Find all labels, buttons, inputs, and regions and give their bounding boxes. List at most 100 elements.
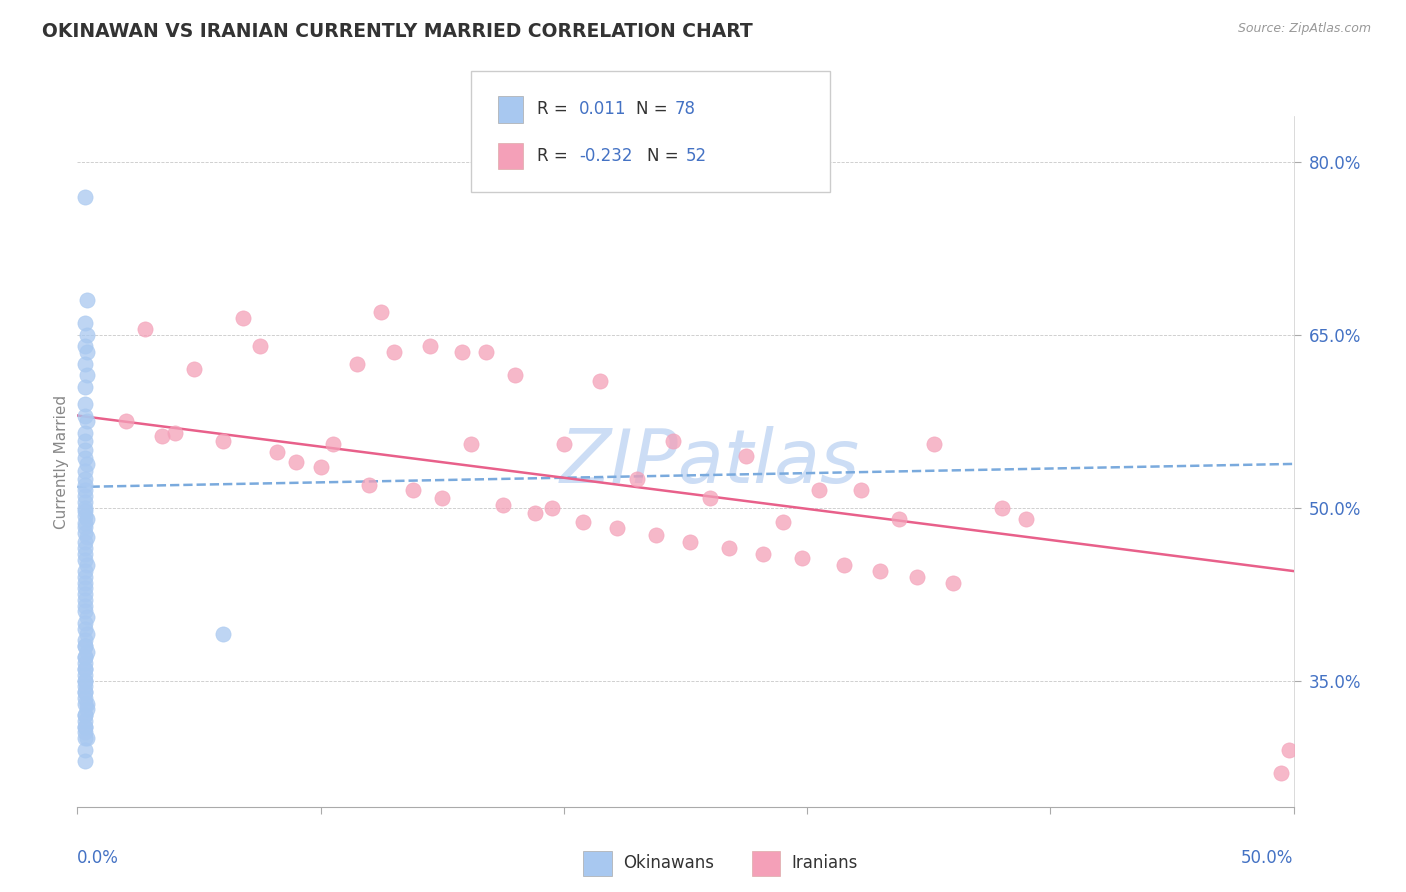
Text: 0.011: 0.011 (579, 100, 627, 119)
Point (73, 639, 96, 653)
Text: N =: N = (636, 100, 672, 119)
Point (163, 425, 186, 440)
Point (73, 504, 96, 518)
Point (76, 529, 98, 543)
Point (285, 454, 308, 468)
Point (503, 368, 526, 383)
Point (1270, 765, 1292, 780)
Point (1278, 742, 1301, 756)
Point (589, 374, 612, 388)
Point (73, 685, 96, 699)
Text: 0.0%: 0.0% (77, 849, 120, 867)
Point (212, 627, 235, 641)
Point (718, 541, 741, 555)
Point (73, 685, 96, 699)
Point (679, 535, 702, 549)
Point (73, 397, 96, 411)
Point (76, 368, 98, 383)
Point (152, 429, 174, 443)
Point (76, 610, 98, 624)
Point (73, 615, 96, 630)
Point (309, 460, 332, 475)
Y-axis label: Currently Married: Currently Married (53, 394, 69, 529)
Point (73, 464, 96, 478)
Point (73, 587, 96, 601)
Point (73, 520, 96, 534)
Point (73, 409, 96, 423)
Point (645, 528, 668, 542)
Point (73, 570, 96, 584)
Point (76, 512, 98, 526)
Point (76, 627, 98, 641)
Point (73, 564, 96, 578)
Point (990, 500, 1012, 515)
Point (76, 327, 98, 342)
Point (73, 508, 96, 523)
Point (73, 679, 96, 693)
Point (73, 500, 96, 515)
Point (73, 189, 96, 203)
Point (73, 622, 96, 636)
Point (73, 489, 96, 503)
Point (73, 708, 96, 723)
Point (76, 293, 98, 308)
Point (370, 305, 392, 319)
Point (73, 516, 96, 530)
Point (73, 434, 96, 448)
Point (73, 599, 96, 613)
Point (73, 639, 96, 653)
Point (76, 457, 98, 471)
Text: N =: N = (647, 147, 683, 165)
Point (73, 526, 96, 541)
Point (115, 414, 138, 428)
Point (73, 483, 96, 498)
Point (905, 570, 928, 584)
Point (475, 345, 498, 359)
Point (73, 650, 96, 665)
Point (346, 357, 368, 371)
Point (699, 491, 721, 506)
Point (76, 697, 98, 711)
Point (626, 472, 648, 486)
Text: 78: 78 (675, 100, 696, 119)
Point (1015, 512, 1038, 526)
Point (76, 345, 98, 359)
Text: OKINAWAN VS IRANIAN CURRENTLY MARRIED CORRELATION CHART: OKINAWAN VS IRANIAN CURRENTLY MARRIED CO… (42, 22, 754, 41)
Point (492, 499, 515, 513)
Point (266, 445, 288, 459)
Point (73, 592, 96, 607)
Point (662, 434, 685, 448)
Point (523, 507, 546, 521)
Point (73, 604, 96, 618)
Point (73, 552, 96, 566)
Text: 52: 52 (686, 147, 707, 165)
Point (76, 645, 98, 659)
Point (419, 339, 441, 353)
Point (606, 521, 628, 535)
Point (869, 564, 891, 578)
Point (73, 451, 96, 466)
Point (73, 731, 96, 745)
Point (735, 449, 758, 463)
Point (76, 702, 98, 716)
Point (249, 339, 271, 353)
Point (73, 582, 96, 596)
Point (73, 725, 96, 739)
Point (430, 491, 453, 506)
Point (942, 575, 965, 590)
Point (553, 437, 575, 451)
Point (73, 754, 96, 768)
Point (232, 310, 254, 325)
Point (572, 515, 595, 529)
Point (752, 547, 775, 561)
Text: Source: ZipAtlas.com: Source: ZipAtlas.com (1237, 22, 1371, 36)
Point (134, 322, 156, 336)
Point (73, 357, 96, 371)
Point (450, 345, 472, 359)
Point (76, 414, 98, 428)
Point (772, 515, 794, 529)
Text: Iranians: Iranians (792, 855, 858, 872)
Point (73, 690, 96, 705)
Point (73, 633, 96, 648)
Point (73, 742, 96, 756)
